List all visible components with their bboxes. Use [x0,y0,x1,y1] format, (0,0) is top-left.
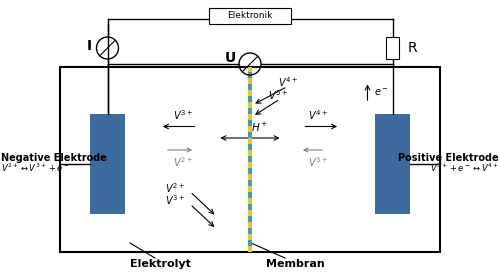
Text: $V^{3+}$: $V^{3+}$ [308,155,328,169]
Text: $V^{3+}$: $V^{3+}$ [172,108,193,122]
Text: Negative Elektrode: Negative Elektrode [1,153,107,163]
Bar [386,37,399,59]
Text: Membran: Membran [266,259,324,269]
Text: Elektronik: Elektronik [228,11,272,20]
Text: Elektrolyt: Elektrolyt [130,259,190,269]
Text: $e^-$: $e^-$ [374,86,388,97]
Text: Positive Elektrode: Positive Elektrode [398,153,499,163]
Text: R: R [408,41,417,55]
Text: $V^{4+}$: $V^{4+}$ [308,108,328,122]
Text: $V^{5+} + e^- \leftrightarrow V^{4+}$: $V^{5+} + e^- \leftrightarrow V^{4+}$ [430,162,499,174]
Bar [60,66,440,251]
Text: $V^{2+}$: $V^{2+}$ [165,181,185,195]
Text: $V^{4+}$: $V^{4+}$ [278,75,297,89]
Text: $V^{5+}$: $V^{5+}$ [268,88,287,102]
Text: U: U [224,51,235,65]
Text: $H^+$: $H^+$ [252,121,268,134]
Text: $V^{3+}$: $V^{3+}$ [165,193,185,207]
Text: $V^{2+}$: $V^{2+}$ [172,155,193,169]
Text: $V^{2+} \leftrightarrow V^{3+} + e^-$: $V^{2+} \leftrightarrow V^{3+} + e^-$ [1,162,70,174]
Bar [209,8,291,24]
Text: I: I [86,39,92,52]
Bar [375,114,410,214]
Bar [90,114,125,214]
